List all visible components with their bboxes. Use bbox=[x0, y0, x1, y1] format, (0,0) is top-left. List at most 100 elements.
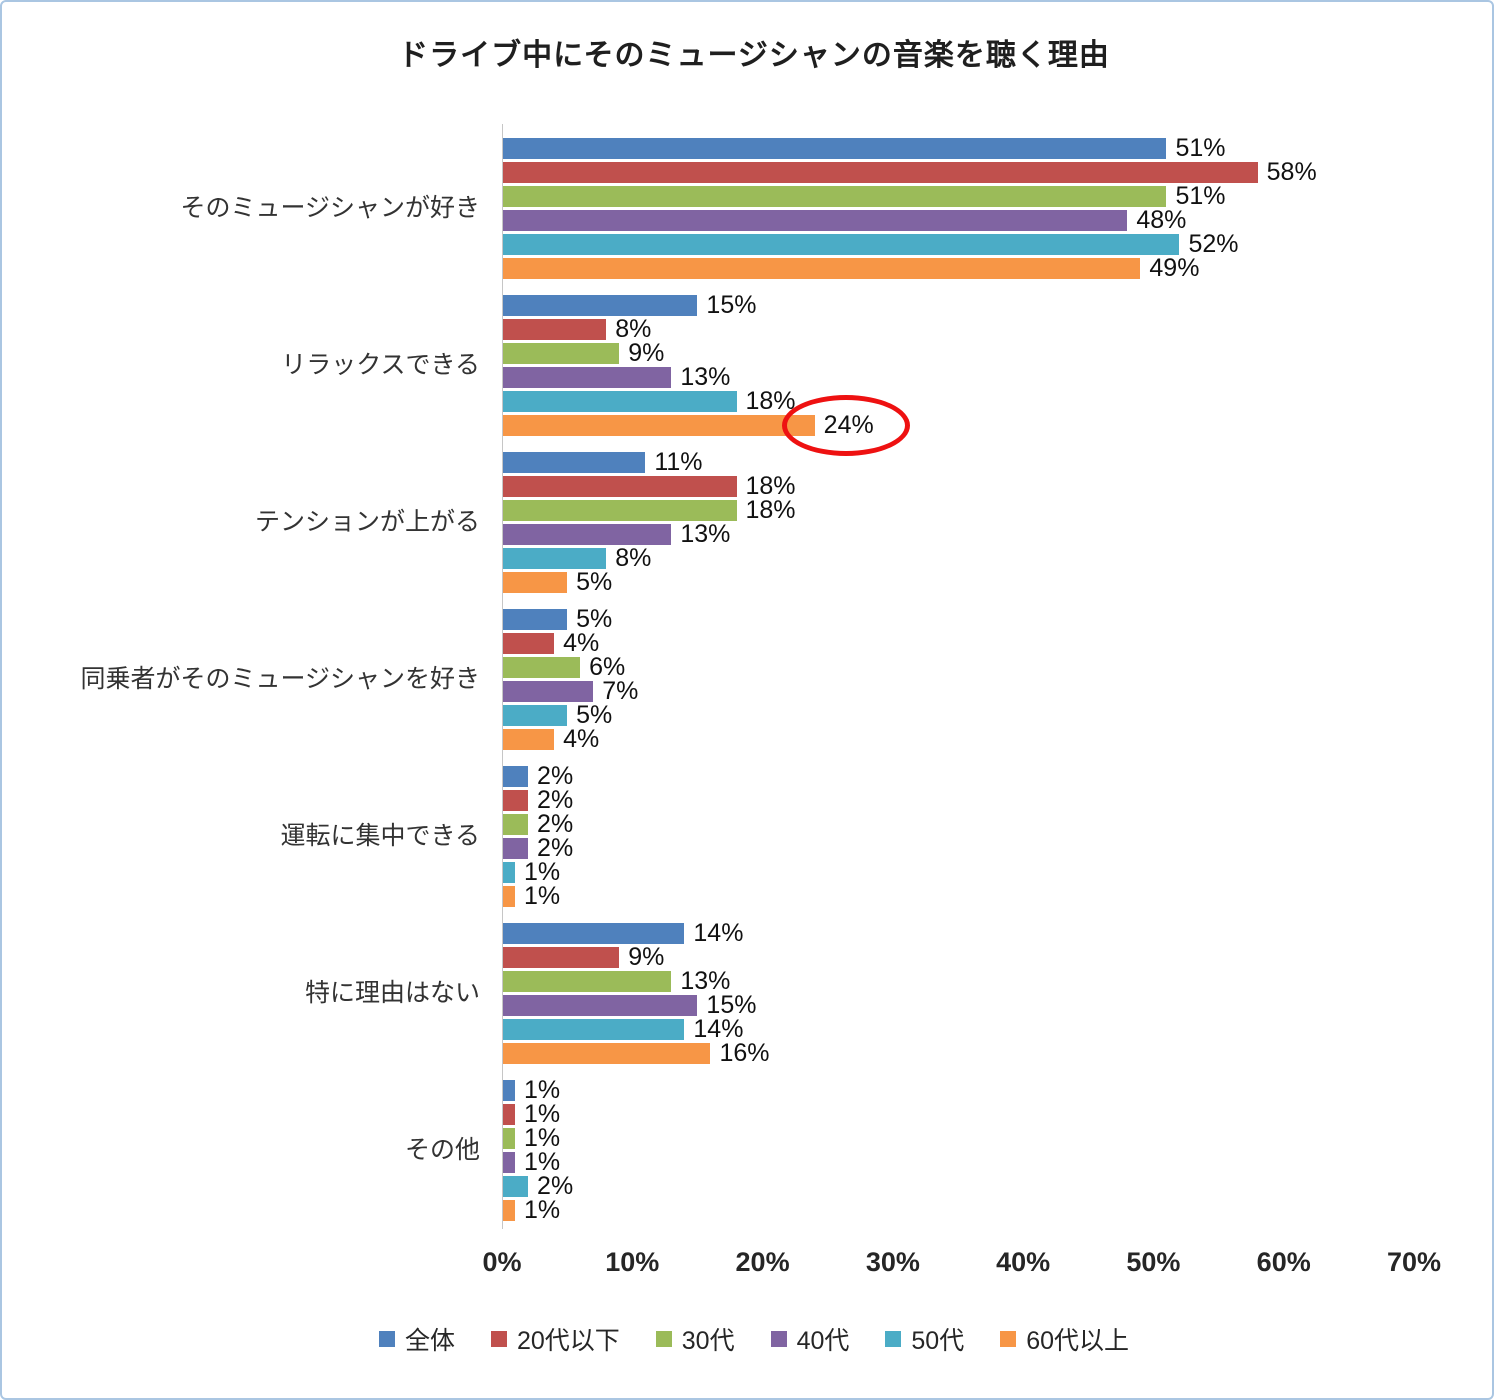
bar-segment bbox=[502, 1080, 516, 1101]
bar-segment bbox=[502, 500, 737, 521]
category-bar-group: 15% 8% 9% 13% 18% 24% bbox=[502, 291, 1414, 456]
bar-line: 9% bbox=[502, 340, 1414, 367]
plot-area: そのミュージシャンが好き 51% 58% 51% 48% 52% 49% リラックスできる 15… bbox=[50, 124, 1458, 1229]
bar-value-label: 13% bbox=[680, 363, 731, 391]
bar-line: 9% bbox=[502, 943, 1414, 971]
bar-line: 2% bbox=[502, 787, 1414, 814]
category-label: リラックスできる bbox=[281, 350, 480, 379]
legend-label: 30代 bbox=[681, 1327, 735, 1355]
bar-segment bbox=[502, 1104, 516, 1125]
bar-line: 49% bbox=[502, 254, 1414, 282]
bar-line: 1% bbox=[502, 882, 1414, 910]
bar-value-label: 16% bbox=[719, 1039, 770, 1067]
bar-value-label: 2% bbox=[537, 834, 574, 862]
bar-value-label: 9% bbox=[628, 943, 665, 971]
bar-line: 15% bbox=[502, 291, 1414, 319]
bar-value-label: 2% bbox=[537, 1172, 574, 1200]
bar-segment bbox=[502, 319, 607, 340]
x-axis-tick-label: 0% bbox=[482, 1247, 522, 1277]
bar-value-label: 11% bbox=[654, 448, 703, 476]
bar-segment bbox=[502, 838, 529, 859]
bar-segment bbox=[502, 258, 1141, 279]
bar-segment bbox=[502, 476, 737, 497]
x-axis-tick-label: 30% bbox=[865, 1247, 920, 1277]
bar-line: 58% bbox=[502, 159, 1414, 186]
bar-value-label: 15% bbox=[706, 291, 757, 319]
bar-value-label: 2% bbox=[537, 810, 574, 838]
bar-segment bbox=[502, 210, 1128, 231]
bar-value-label: 18% bbox=[745, 472, 796, 500]
category-row: 運転に集中できる 2% 2% 2% 2% 1% 1% bbox=[50, 758, 1458, 915]
category-label: その他 bbox=[404, 1135, 480, 1164]
bar-line: 2% bbox=[502, 1172, 1414, 1200]
category-label: テンションが上がる bbox=[254, 507, 480, 536]
category-bar-group: 14% 9% 13% 15% 14% 16% bbox=[502, 920, 1414, 1067]
bar-segment bbox=[502, 1019, 685, 1040]
bar-value-label: 49% bbox=[1149, 254, 1200, 282]
bar-value-label: 14% bbox=[693, 1015, 744, 1043]
bar-value-label: 24% bbox=[781, 395, 910, 456]
bar-line: 8% bbox=[502, 315, 1414, 343]
bar-value-label: 5% bbox=[576, 605, 613, 633]
legend-label: 全体 bbox=[404, 1327, 455, 1355]
bar-segment bbox=[502, 1128, 516, 1149]
bar-segment bbox=[502, 971, 672, 992]
legend-swatch-icon bbox=[1000, 1331, 1017, 1347]
bar-segment bbox=[502, 790, 529, 811]
bar-line: 1% bbox=[502, 1100, 1414, 1128]
bar-value-label: 13% bbox=[680, 967, 731, 995]
bar-value-label: 2% bbox=[537, 762, 574, 790]
bar-value-label: 51% bbox=[1175, 134, 1226, 162]
bar-value-label: 4% bbox=[563, 725, 600, 753]
category-bar-group: 5% 4% 6% 7% 5% 4% bbox=[502, 605, 1414, 753]
bar-value-label: 5% bbox=[576, 701, 613, 729]
bar-value-label: 1% bbox=[524, 882, 561, 910]
bar-line: 18% bbox=[502, 388, 1414, 415]
bar-segment bbox=[502, 162, 1258, 183]
legend-item: 40代 bbox=[770, 1321, 849, 1357]
legend-label: 20代以下 bbox=[516, 1327, 620, 1355]
legend-label: 60代以上 bbox=[1026, 1327, 1130, 1355]
bar-value-label: 8% bbox=[615, 315, 652, 343]
bar-value-label: 51% bbox=[1175, 182, 1226, 210]
bar-value-label: 4% bbox=[563, 629, 600, 657]
category-bar-group: 2% 2% 2% 2% 1% 1% bbox=[502, 762, 1414, 910]
bar-segment bbox=[502, 766, 529, 787]
category-row: 特に理由はない 14% 9% 13% 15% 14% 16% bbox=[50, 915, 1458, 1072]
legend-item: 60代以上 bbox=[1000, 1321, 1129, 1357]
category-row: 同乗者がそのミュージシャンを好き 5% 4% 6% 7% 5% 4% bbox=[50, 601, 1458, 758]
x-axis-tick-label: 40% bbox=[996, 1247, 1051, 1277]
bar-line: 1% bbox=[502, 1076, 1414, 1104]
bar-line: 1% bbox=[502, 1197, 1414, 1224]
bar-line: 48% bbox=[502, 207, 1414, 234]
bar-segment bbox=[502, 681, 594, 702]
category-label: 特に理由はない bbox=[304, 978, 480, 1007]
bar-segment bbox=[502, 138, 1167, 159]
bar-value-label: 13% bbox=[680, 520, 731, 548]
bar-value-label: 8% bbox=[615, 544, 652, 572]
bar-line: 2% bbox=[502, 810, 1414, 838]
bar-line: 2% bbox=[502, 834, 1414, 862]
legend-swatch-icon bbox=[770, 1331, 787, 1347]
bar-line: 11% bbox=[502, 448, 1414, 476]
bar-line: 4% bbox=[502, 725, 1414, 753]
bar-line: 1% bbox=[502, 1125, 1414, 1152]
bar-line: 52% bbox=[502, 230, 1414, 258]
bar-segment bbox=[502, 391, 737, 412]
bar-value-label: 1% bbox=[524, 1100, 561, 1128]
x-axis-tick-label: 70% bbox=[1386, 1247, 1442, 1277]
bar-value-label: 1% bbox=[524, 1076, 561, 1104]
legend-item: 20代以下 bbox=[490, 1321, 620, 1357]
bar-segment bbox=[502, 1043, 711, 1064]
bar-line: 51% bbox=[502, 134, 1414, 162]
bar-line: 4% bbox=[502, 629, 1414, 657]
bar-line: 14% bbox=[502, 920, 1414, 947]
bar-value-label: 52% bbox=[1188, 230, 1239, 258]
bar-segment bbox=[502, 729, 555, 750]
category-bar-group: 51% 58% 51% 48% 52% 49% bbox=[502, 134, 1414, 282]
bar-line: 13% bbox=[502, 520, 1414, 548]
bar-line: 5% bbox=[502, 569, 1414, 596]
legend-swatch-icon bbox=[655, 1331, 672, 1347]
bar-line: 13% bbox=[502, 967, 1414, 995]
